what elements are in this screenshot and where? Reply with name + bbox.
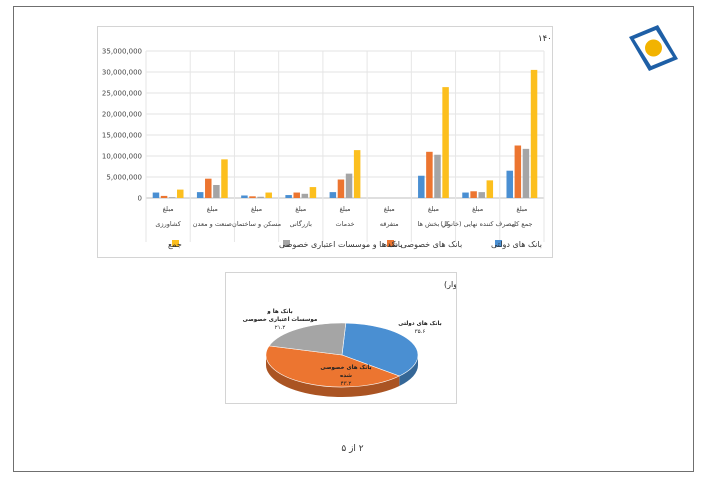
page-frame [13,6,694,472]
bar-chart-title: نمودار ۱: تسهیلات پرداختی به تفکیک بخش ه… [538,34,552,44]
bar [265,192,272,198]
y-tick-label: 0 [138,195,142,203]
legend-swatch [172,240,179,247]
category-top-label: مبلغ [428,205,439,213]
category-label: مصرف کننده نهایی (خانوار) [440,220,515,228]
legend-swatch [495,240,502,247]
y-tick-label: 5,000,000 [106,174,142,182]
pie-chart-panel: نمودار ۲: تسهیلات پرداختی به مصرف کننده … [225,272,457,404]
legend-label: بانک های خصوصی شده [383,240,462,249]
pie-slice-value: ۳۵.۶ [415,329,426,335]
y-tick-label: 25,000,000 [102,90,142,98]
bar [470,191,477,198]
category-top-label: مبلغ [472,205,483,213]
bar [522,148,530,198]
category-top-label: مبلغ [339,205,350,213]
bar [478,192,485,198]
category-top-label: مبلغ [251,205,262,213]
bar [196,192,204,198]
pie-slice [268,322,347,356]
category-top-label: مبلغ [207,205,218,213]
bar [345,173,353,198]
category-top-label: مبلغ [516,205,527,213]
bar [285,195,292,198]
page-number: ۲ از ۵ [341,444,364,454]
bar [221,159,228,198]
pie-slice-label: شده [340,373,353,379]
pie-slice [265,345,401,388]
bar [160,195,168,198]
bar [434,154,441,198]
category-label: خدمات [335,220,354,228]
legend-label: بانک ها و موسسات اعتباری خصوصی [279,240,402,249]
category-label: کل بخش ها [418,220,451,228]
bar [353,150,361,198]
bar [337,179,345,198]
central-bank-logo-icon [629,25,678,71]
pie-slice-label: بانک ها و [266,308,292,315]
pie-slice-value: ۲۱.۲ [275,325,286,331]
y-tick-label: 30,000,000 [102,69,142,77]
category-top-label: مبلغ [163,205,174,213]
pie-slice [341,322,419,377]
pie-slice-side [266,355,400,397]
bar [442,87,449,198]
bar [418,175,425,198]
pie-chart-title: نمودار ۲: تسهیلات پرداختی به مصرف کننده … [444,280,456,289]
bar [309,187,317,198]
bar [152,192,160,198]
category-label: مسکن و ساختمان [232,220,281,228]
legend-label: بانک های دولتی [491,240,542,249]
bar [426,151,433,198]
legend-swatch [283,240,290,247]
bar [177,189,184,198]
category-label: جمع کل [511,220,532,228]
bar [506,170,513,198]
bar [329,192,337,198]
bar [530,69,538,199]
category-top-label: مبلغ [295,205,306,213]
bar [293,192,300,198]
pie-slice-label: بانک های دولتی [398,320,441,327]
category-label: بازرگانی [290,220,313,228]
bar [205,178,212,198]
bar [462,192,469,198]
legend-swatch [387,240,394,247]
bar [249,196,256,198]
bar [213,184,220,198]
pie-chart: نمودار ۲: تسهیلات پرداختی به مصرف کننده … [243,280,456,397]
bar [241,195,248,198]
y-tick-label: 20,000,000 [102,111,142,119]
y-tick-label: 15,000,000 [102,132,142,140]
y-tick-label: 35,000,000 [102,48,142,56]
bar [514,145,522,198]
pie-slice-label: بانک های خصوصی [320,364,371,371]
bar-chart: نمودار ۱: تسهیلات پرداختی به تفکیک بخش ه… [102,34,552,249]
bar-chart-panel: نمودار ۱: تسهیلات پرداختی به تفکیک بخش ه… [97,26,553,258]
category-label: متفرقه [380,220,399,228]
pie-slice-value: ۴۳.۲ [341,381,352,387]
category-label: کشاورزی [155,220,181,228]
category-label: صنعت و معدن [193,220,233,228]
bar [301,193,309,198]
y-tick-label: 10,000,000 [102,153,142,161]
pie-slice-label: موسسات اعتباری خصوصی [243,317,318,323]
bar [486,180,494,198]
bar [168,197,176,198]
legend-label: جمع [168,240,182,249]
bar [257,196,264,198]
category-top-label: مبلغ [384,205,395,213]
